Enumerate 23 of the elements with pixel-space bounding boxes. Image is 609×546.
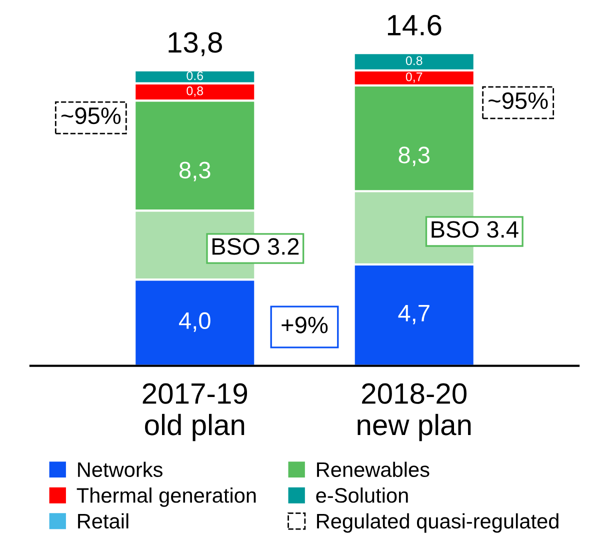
x-tick-label: 2017-19 old plan: [142, 383, 248, 442]
legend-label: Renewables: [317, 462, 430, 478]
data-label: 4,7: [398, 305, 430, 324]
legend-label: Networks: [78, 462, 162, 478]
data-label: BSO 3.2: [212, 238, 299, 255]
data-label: 0.8: [406, 56, 422, 66]
annotation: +9%: [282, 316, 328, 334]
data-label: 0.6: [186, 71, 204, 80]
legend-label: Retail: [78, 513, 128, 529]
data-label: 0,7: [406, 72, 422, 83]
annotation: ~95%: [61, 107, 121, 124]
data-label: 0,8: [186, 86, 204, 97]
total-label: 14.6: [388, 14, 442, 36]
legend-label: e-Solution: [316, 488, 408, 503]
data-label: 4,0: [179, 312, 210, 332]
x-tick-label: 2018-20 new plan: [358, 383, 471, 442]
annotation: 8,3: [179, 162, 210, 182]
data-label: BSO 3.4: [432, 221, 518, 238]
annotation: ~95%: [488, 92, 548, 110]
legend-label: Thermal generation: [76, 488, 256, 507]
legend-label: Regulated quasi-regulated: [317, 513, 558, 533]
total-label: 13,8: [168, 32, 222, 56]
annotation: 8,3: [398, 146, 430, 166]
